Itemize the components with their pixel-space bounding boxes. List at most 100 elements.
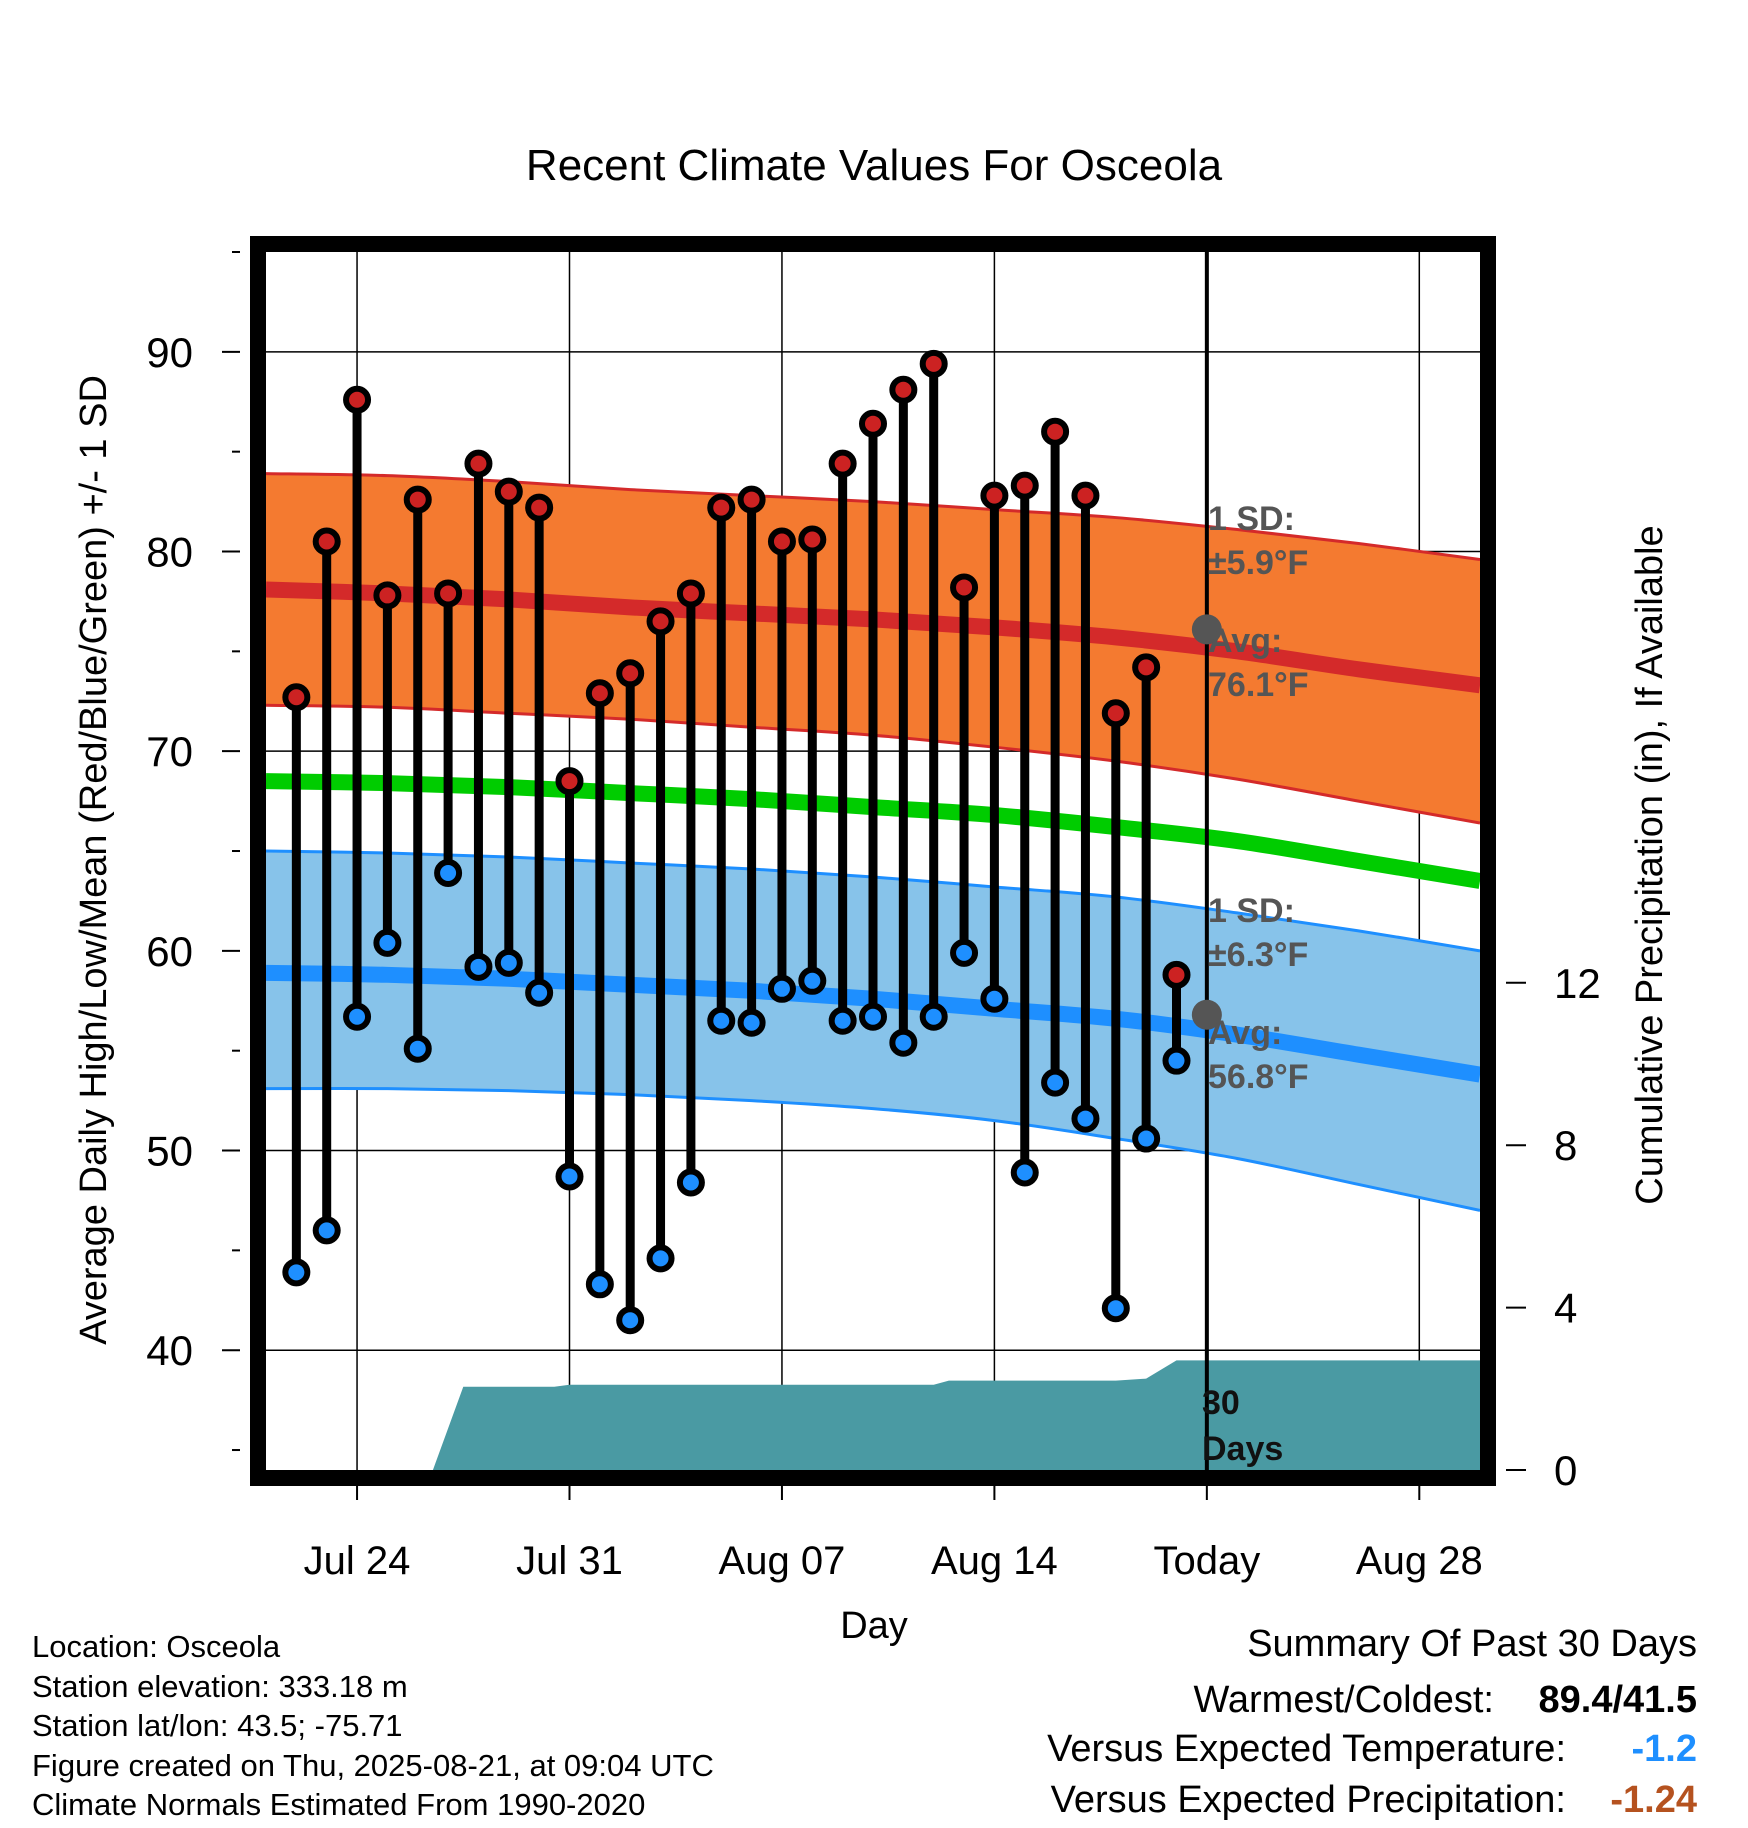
daily-high-point — [1010, 471, 1039, 500]
low-sd-band-lower-edge — [266, 1086, 1480, 1212]
x-axis: Jul 24 Jul 31 Aug 07 Aug 14 Today Aug 28 — [304, 1486, 1483, 1583]
daily-high-point — [373, 581, 402, 610]
daily-high-point — [282, 683, 311, 712]
y-axis: 40 50 60 70 80 90 — [146, 251, 240, 1452]
daily-high-point — [555, 767, 584, 796]
daily-high-point — [312, 527, 341, 556]
daily-low-point — [859, 1002, 887, 1031]
daily-low-point — [889, 1028, 918, 1057]
daily-low-point — [1071, 1104, 1100, 1133]
station-info: Location: Osceola Station elevation: 333… — [32, 1629, 714, 1822]
daily-high-point — [676, 579, 705, 608]
info-latlon: Station lat/lon: 43.5; -75.71 — [32, 1708, 403, 1743]
high-avg-value: 76.1°F — [1208, 666, 1309, 704]
chart-title: Recent Climate Values For Osceola — [526, 141, 1223, 190]
summary-panel: Summary Of Past 30 Days Warmest/Coldest:… — [1047, 1623, 1697, 1821]
today-avg-high-marker — [1191, 614, 1222, 645]
high-avg-label: Avg: — [1208, 622, 1282, 660]
daily-high-point — [1162, 960, 1191, 989]
daily-high-point — [859, 409, 887, 438]
daily-high-point — [950, 573, 979, 602]
daily-low-point — [282, 1258, 311, 1287]
period-label-days: Days — [1202, 1430, 1283, 1468]
x-tick-label: Aug 07 — [719, 1539, 846, 1583]
x-tick-label: Jul 31 — [516, 1539, 623, 1583]
daily-low-point — [707, 1006, 736, 1035]
daily-high-point — [434, 579, 463, 608]
daily-low-point — [525, 978, 554, 1007]
daily-high-point — [919, 349, 948, 378]
daily-low-point — [555, 1162, 584, 1191]
y-axis-label: Average Daily High/Low/Mean (Red/Blue/Gr… — [73, 375, 115, 1345]
info-normals: Climate Normals Estimated From 1990-2020 — [32, 1787, 645, 1822]
y2-tick-label: 12 — [1554, 960, 1601, 1007]
daily-low-point — [373, 928, 402, 957]
daily-low-point — [1101, 1294, 1130, 1323]
today-avg-low-marker — [1191, 999, 1222, 1030]
y-tick-label: 60 — [146, 928, 193, 975]
daily-low-point — [676, 1168, 705, 1197]
daily-high-point — [464, 449, 493, 478]
x-tick-label: Jul 24 — [304, 1539, 411, 1583]
y2-tick-label: 4 — [1554, 1285, 1577, 1332]
high-sd-label: 1 SD: — [1208, 500, 1295, 538]
daily-high-point — [343, 385, 372, 414]
low-sd-value: ±6.3°F — [1208, 936, 1308, 974]
daily-low-point — [1010, 1158, 1039, 1187]
y-tick-label: 90 — [146, 329, 193, 376]
daily-low-point — [464, 952, 493, 981]
x-tick-label: Today — [1153, 1539, 1260, 1583]
annotations: 1 SD: ±5.9°F Avg: 76.1°F 1 SD: ±6.3°F Av… — [1202, 500, 1309, 1468]
daily-high-point — [737, 485, 766, 514]
daily-high-point — [616, 659, 645, 688]
info-elevation: Station elevation: 333.18 m — [32, 1669, 408, 1704]
info-created: Figure created on Thu, 2025-08-21, at 09… — [32, 1748, 714, 1783]
today-markers — [1191, 614, 1222, 1030]
daily-high-point — [1041, 417, 1070, 446]
daily-high-point — [889, 375, 918, 404]
summary-warm-cold-label: Warmest/Coldest: — [1193, 1679, 1494, 1721]
summary-title: Summary Of Past 30 Days — [1247, 1623, 1697, 1665]
y2-axis-label: Cumulative Precipitation (in), If Availa… — [1629, 525, 1671, 1204]
daily-low-point — [767, 974, 796, 1003]
precipitation-fill — [432, 1360, 1480, 1470]
daily-low-point — [494, 948, 523, 977]
plot-frame — [250, 236, 1496, 1486]
y2-axis: 0 4 8 12 — [1506, 960, 1601, 1494]
low-sd-label: 1 SD: — [1208, 892, 1295, 930]
plot-area — [266, 252, 1480, 1470]
low-avg-value: 56.8°F — [1208, 1058, 1309, 1096]
daily-high-point — [585, 679, 614, 708]
daily-low-point — [646, 1244, 675, 1273]
daily-low-point — [1132, 1124, 1161, 1153]
daily-high-point — [403, 485, 432, 514]
daily-low-point — [919, 1002, 948, 1031]
daily-low-point — [403, 1034, 432, 1063]
daily-low-point — [434, 858, 463, 887]
daily-low-point — [585, 1270, 614, 1299]
info-location: Location: Osceola — [32, 1629, 281, 1664]
x-tick-label: Aug 14 — [931, 1539, 1058, 1583]
y2-tick-label: 0 — [1554, 1447, 1577, 1494]
summary-warm-cold-value: 89.4/41.5 — [1539, 1679, 1697, 1721]
y-tick-label: 40 — [146, 1327, 193, 1374]
daily-low-point — [980, 984, 1009, 1013]
daily-high-point — [646, 607, 675, 636]
x-tick-label: Aug 28 — [1356, 1539, 1483, 1583]
period-label-number: 30 — [1202, 1384, 1240, 1422]
daily-low-point — [616, 1306, 645, 1335]
daily-high-point — [525, 493, 554, 522]
daily-high-point — [1071, 481, 1100, 510]
daily-high-point — [828, 449, 857, 478]
summary-temp-value: -1.2 — [1632, 1728, 1697, 1770]
daily-low-point — [828, 1006, 857, 1035]
y-tick-label: 80 — [146, 529, 193, 576]
low-avg-label: Avg: — [1208, 1014, 1282, 1052]
summary-precip-value: -1.24 — [1610, 1779, 1697, 1821]
daily-low-point — [343, 1002, 372, 1031]
daily-high-point — [707, 493, 736, 522]
daily-low-point — [798, 966, 827, 995]
daily-range-bars — [282, 349, 1191, 1335]
y-tick-label: 50 — [146, 1128, 193, 1175]
